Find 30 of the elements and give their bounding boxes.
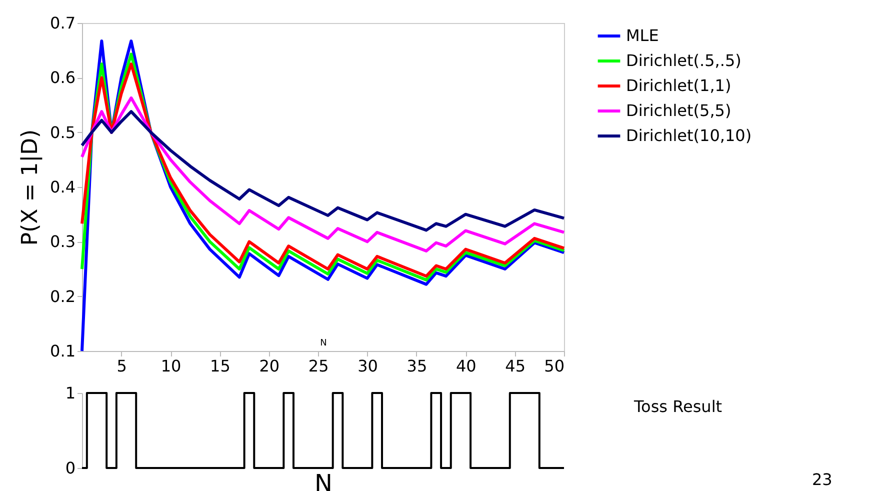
legend-label: Dirichlet(.5,.5) [626, 51, 742, 70]
line-series [80, 96, 566, 252]
y-tick-label: 0.7 [50, 14, 76, 32]
y-axis-title: P(X = 1|D) [18, 129, 44, 246]
x-axis-title: N [320, 338, 327, 348]
y-tick-label: 0.2 [50, 286, 76, 306]
x-tick-label: 50 [544, 356, 564, 376]
line-series [80, 110, 566, 232]
text: 23 [812, 470, 832, 489]
legend-label: Dirichlet(10,10) [626, 126, 752, 145]
x-tick-label: 40 [456, 356, 476, 376]
y-tick-label: 0 [65, 458, 76, 478]
y-tick-label: 1 [65, 384, 76, 402]
x-tick-label: 30 [358, 356, 378, 376]
x-tick-label: 10 [160, 356, 182, 376]
x-tick-label: 35 [406, 356, 428, 376]
x-tick-label: 20 [259, 356, 280, 376]
y-tick-label: 0.6 [50, 68, 76, 88]
y-tick-label: 0.3 [50, 232, 76, 252]
y-tick-label: 0.5 [50, 122, 76, 142]
text: Toss Result [634, 397, 722, 416]
x-tick-label: 25 [308, 356, 329, 376]
y-tick-label: 0.4 [50, 178, 76, 196]
x-tick-label: 5 [116, 356, 127, 376]
x-tick-label: 15 [210, 356, 230, 376]
x-tick-label: 45 [505, 356, 526, 376]
legend-label: MLE [626, 26, 659, 45]
y-tick-label: 0.1 [50, 342, 76, 360]
legend-label: Dirichlet(5,5) [626, 101, 732, 120]
legend-label: Dirichlet(1,1) [626, 76, 732, 95]
